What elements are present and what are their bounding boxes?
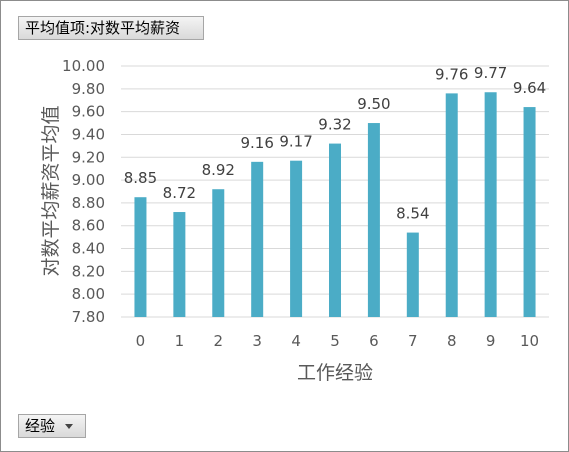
data-label: 9.76: [435, 65, 468, 83]
data-label: 8.92: [202, 161, 235, 179]
x-tick-label: 3: [252, 332, 262, 350]
bar: [523, 107, 536, 317]
bar: [484, 92, 497, 317]
x-tick-label: 10: [520, 332, 539, 350]
y-tick-label: 9.40: [72, 125, 105, 143]
x-tick-label: 0: [136, 332, 146, 350]
y-axis-ticks: 7.80 8.00 8.20 8.40 8.60 8.80 9.00 9.20 9.40 9.60…: [62, 57, 105, 326]
bar: [367, 123, 380, 317]
bar: [134, 197, 147, 317]
y-tick-label: 9.80: [72, 80, 105, 98]
bar: [290, 160, 303, 317]
y-tick-label: 7.80: [72, 308, 105, 326]
bar: [251, 161, 264, 317]
y-tick-label: 9.20: [72, 148, 105, 166]
bar: [406, 232, 419, 317]
axis-field-label: 经验: [25, 417, 56, 435]
data-label: 9.77: [474, 64, 507, 82]
caret-down-icon: [65, 424, 74, 429]
data-label: 8.85: [124, 169, 157, 187]
data-label: 8.54: [396, 205, 429, 223]
data-label: 9.50: [357, 95, 390, 113]
x-tick-label: 4: [291, 332, 301, 350]
bar: [329, 143, 341, 317]
data-label: 9.16: [240, 134, 273, 152]
x-axis-title: 工作经验: [297, 362, 373, 384]
x-tick-label: 6: [369, 332, 379, 350]
y-tick-label: 9.60: [72, 103, 105, 121]
y-tick-label: 8.00: [72, 285, 105, 303]
value-field-button[interactable]: 平均值项:对数平均薪资: [18, 16, 204, 40]
y-tick-label: 8.80: [72, 194, 105, 212]
data-label: 9.17: [279, 133, 312, 151]
x-tick-label: 5: [330, 332, 340, 350]
data-labels: 8.85 8.72 8.92 9.16 9.17 9.32 9.50 8.54 9.76 9.77…: [124, 64, 546, 222]
x-axis-ticks: 0 1 2 3 4 5 6 7 8 9 10: [136, 332, 539, 350]
bar: [212, 189, 225, 317]
data-label: 9.32: [318, 116, 351, 134]
x-tick-label: 9: [486, 332, 496, 350]
bar: [445, 93, 458, 317]
x-tick-label: 7: [408, 332, 418, 350]
y-tick-label: 8.40: [72, 240, 105, 258]
bars: [134, 92, 536, 317]
data-label: 9.64: [513, 79, 546, 97]
y-axis-title: 对数平均薪资平均值: [40, 105, 62, 276]
axis-field-dropdown[interactable]: 经验: [18, 414, 86, 438]
bar: [173, 212, 186, 317]
data-label: 8.72: [163, 184, 196, 202]
bar-chart: 7.80 8.00 8.20 8.40 8.60 8.80 9.00 9.20 9.40 9.60…: [40, 57, 549, 384]
x-tick-label: 2: [213, 332, 223, 350]
y-tick-label: 10.00: [62, 57, 105, 75]
x-tick-label: 8: [447, 332, 457, 350]
y-tick-label: 9.00: [72, 171, 105, 189]
y-tick-label: 8.20: [72, 262, 105, 280]
y-tick-label: 8.60: [72, 217, 105, 235]
x-tick-label: 1: [175, 332, 185, 350]
